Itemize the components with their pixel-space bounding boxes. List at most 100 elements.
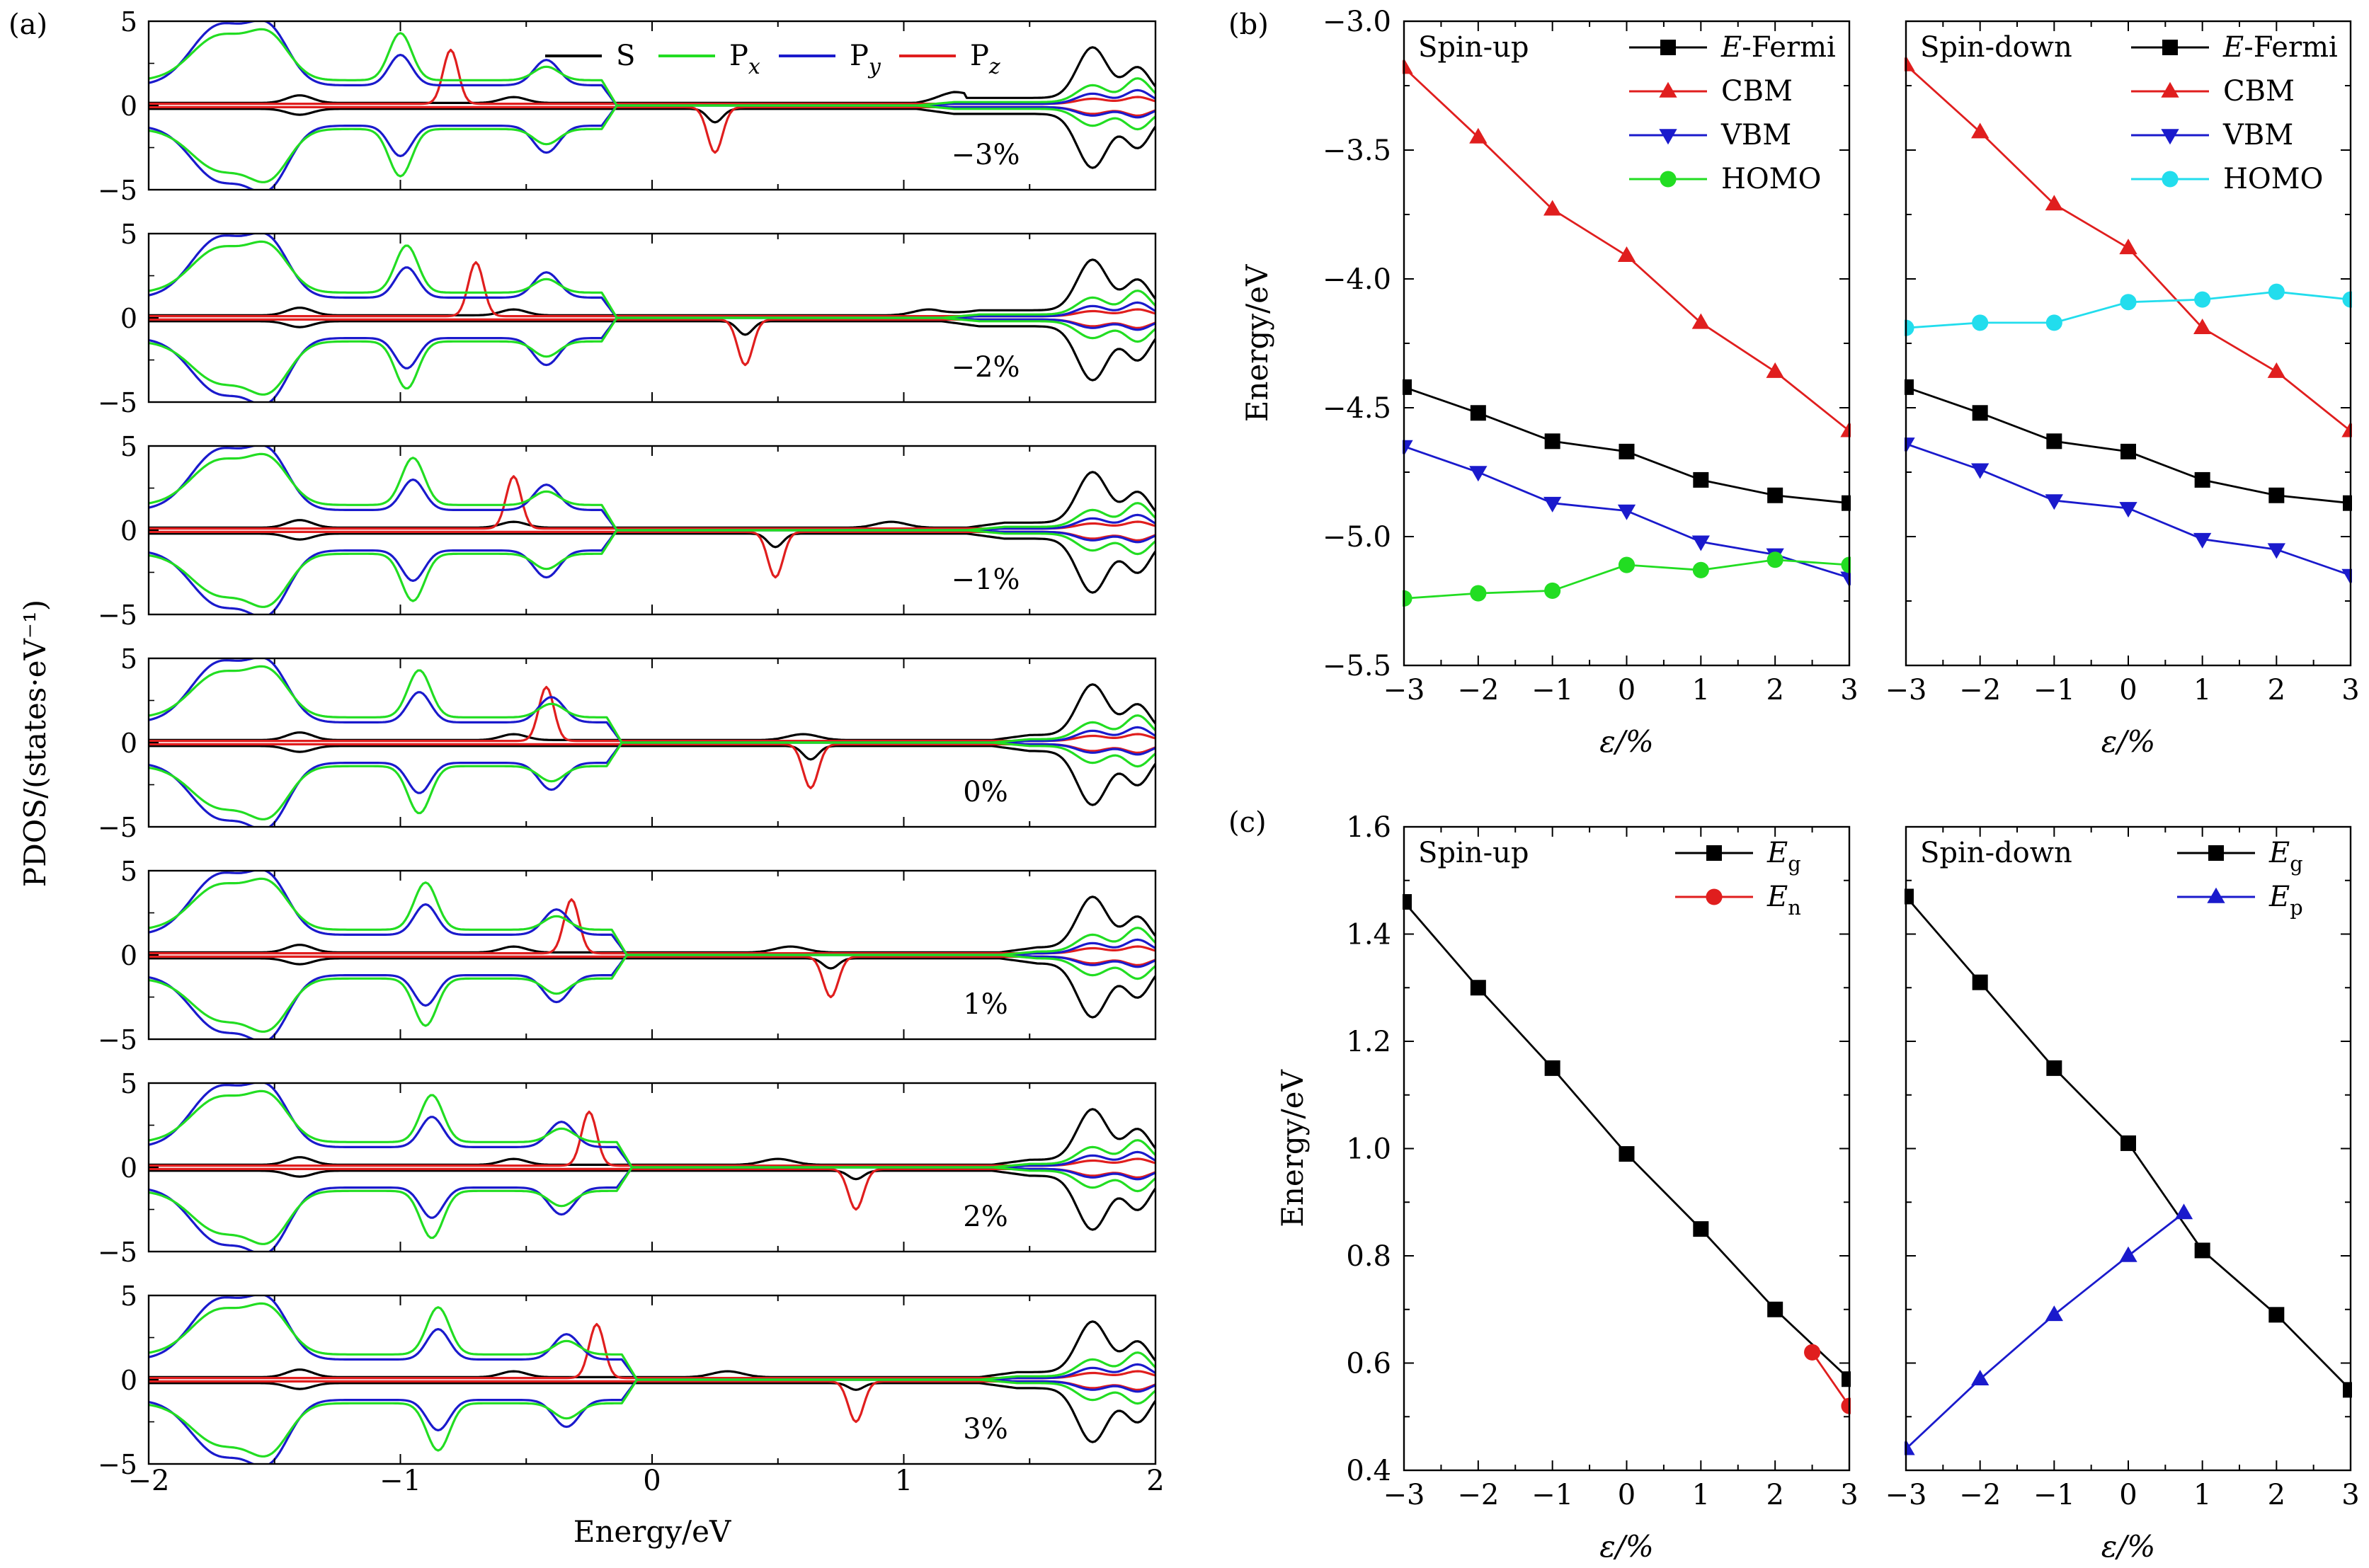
legend-label-cbm: CBM	[2223, 75, 2295, 108]
data-point-vbm	[1543, 496, 1562, 513]
y-axis-title: Energy/eV	[1275, 1070, 1310, 1227]
pdos-curve-px-down	[149, 1166, 1155, 1245]
x-tick-label: 2	[1146, 1465, 1164, 1497]
pdos-curves	[149, 446, 1155, 614]
data-point-homo	[1972, 314, 1989, 331]
legend-label-e-fermi: E-Fermi	[1720, 31, 1836, 64]
data-point-homo	[1544, 582, 1561, 599]
data-point-vbm	[1971, 463, 1990, 479]
pdos-subplot: 5 0 −5 3%	[98, 1281, 1157, 1480]
pdos-curve-px-down	[149, 529, 1155, 608]
y-tick-label: −5	[98, 1449, 137, 1480]
x-axis-title: ε/%	[1599, 1529, 1654, 1564]
data-point-vbm	[1691, 535, 1710, 551]
data-point-cbm	[2045, 195, 2063, 211]
pdos-curves	[149, 658, 1155, 827]
y-tick-label: 5	[120, 219, 137, 250]
data-point-e-fermi	[1470, 405, 1486, 421]
y-tick-label: −4.5	[1323, 392, 1391, 425]
subpanel-title: Spin-down	[1920, 31, 2072, 64]
y-tick-label: −5	[98, 600, 137, 631]
subpanel-title: Spin-up	[1418, 837, 1529, 869]
x-tick-label: 3	[1840, 1479, 1858, 1511]
data-point-cbm	[2119, 239, 2137, 255]
y-tick-label: 0.6	[1346, 1348, 1391, 1380]
legend-label-py: Py	[850, 40, 881, 79]
pdos-curve-s-up	[149, 471, 1155, 529]
y-tick-label: 5	[120, 1068, 137, 1099]
data-point-cbm	[1617, 246, 1636, 263]
pdos-curve-s-up	[149, 258, 1155, 316]
y-tick-label: 1.4	[1346, 919, 1391, 951]
x-tick-label: 1	[895, 1465, 913, 1497]
x-axis-title: Energy/eV	[573, 1514, 731, 1549]
data-point-homo	[1470, 585, 1487, 602]
data-point-e-fermi	[2194, 471, 2210, 488]
data-point-eg	[2120, 1135, 2136, 1151]
panel-label-b: (b)	[1228, 8, 1269, 41]
x-tick-label: 2	[1766, 674, 1783, 706]
data-point-homo	[1403, 590, 1412, 607]
strain-label: −2%	[952, 351, 1020, 384]
legend-marker-eg	[2208, 845, 2224, 861]
y-tick-label: 0	[120, 91, 137, 122]
legend-label-en: En	[1766, 881, 1801, 920]
strain-label: 2%	[963, 1201, 1007, 1233]
data-point-cbm	[1691, 313, 1710, 329]
data-point-e-fermi	[1544, 433, 1560, 450]
plot-frame	[1905, 825, 2352, 1472]
strain-label: 3%	[963, 1413, 1007, 1446]
legend-label-vbm: VBM	[2222, 119, 2293, 151]
x-tick-label: −2	[1457, 674, 1499, 706]
pdos-curve-s-down	[149, 957, 1155, 1019]
data-point-e-fermi	[1693, 471, 1709, 488]
x-tick-label: −1	[1531, 674, 1573, 706]
y-tick-label: 0	[120, 515, 137, 546]
y-tick-label: −5.0	[1323, 521, 1391, 554]
strain-label: −3%	[952, 139, 1020, 171]
pdos-curve-py-up	[149, 21, 1155, 107]
data-point-vbm	[1617, 504, 1636, 520]
y-tick-label: 0	[120, 940, 137, 971]
data-point-e-fermi	[1619, 443, 1635, 459]
pdos-curve-px-down	[149, 741, 1155, 820]
x-tick-label: 3	[2341, 1479, 2359, 1511]
pdos-curve-px-down	[149, 104, 1155, 183]
pdos-curves	[149, 1295, 1155, 1464]
y-tick-label: 5	[120, 1281, 137, 1312]
y-tick-label: −4.0	[1323, 263, 1391, 296]
data-point-cbm	[2341, 421, 2352, 437]
data-point-cbm	[2267, 362, 2285, 378]
data-point-eg	[2343, 1382, 2352, 1398]
data-point-vbm	[2045, 494, 2063, 510]
strain-label: 0%	[963, 776, 1007, 808]
data-point-ep	[2045, 1305, 2063, 1322]
plot-frame	[1403, 825, 1851, 1472]
subpanel-spin-down: −3 −2 −1 0 1 2 3 ε/% Spin-down E-Fermi CBM VBM HOMO	[1885, 20, 2360, 759]
legend-marker-vbm	[2161, 129, 2179, 145]
y-axis-title: PDOS/(states·eV⁻¹)	[18, 600, 52, 887]
data-point-en	[1804, 1344, 1821, 1361]
pdos-curve-pz-down	[149, 743, 1155, 789]
pdos-curve-py-up	[149, 1083, 1155, 1169]
data-point-eg	[1403, 894, 1412, 910]
x-tick-label: 0	[1618, 1479, 1636, 1511]
strain-label: −1%	[952, 563, 1020, 596]
legend-marker-eg	[1706, 845, 1722, 861]
data-point-e-fermi	[1972, 405, 1988, 421]
legend-label-vbm: VBM	[1720, 119, 1791, 151]
data-point-eg	[1842, 1371, 1851, 1387]
pdos-curves	[149, 1083, 1155, 1252]
legend-label-ep: Ep	[2268, 881, 2303, 920]
strain-label: 1%	[963, 988, 1007, 1021]
pdos-curve-pz-down	[149, 1167, 1155, 1211]
x-tick-label: 0	[2119, 674, 2137, 706]
data-point-homo	[2045, 314, 2062, 331]
data-point-homo	[2268, 283, 2285, 300]
data-point-homo	[2194, 291, 2211, 308]
pdos-curve-s-down	[149, 108, 1155, 169]
subpanel-spin-down: −3 −2 −1 0 1 2 3 ε/% Spin-down Eg Ep	[1885, 825, 2360, 1564]
pdos-curve-pz-up	[149, 685, 1155, 743]
y-tick-label: 0	[120, 728, 137, 759]
x-tick-label: 1	[1692, 674, 1710, 706]
